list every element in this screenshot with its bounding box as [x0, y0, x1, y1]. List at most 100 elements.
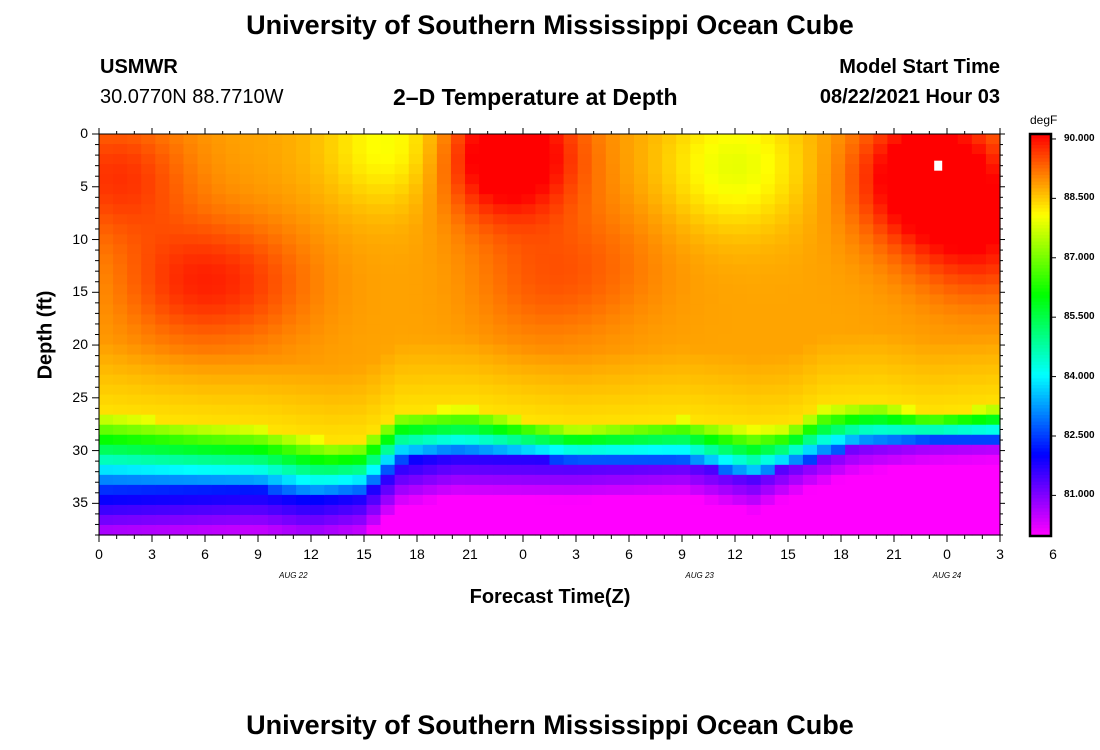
heatmap-cell [957, 384, 973, 396]
heatmap-cell [957, 294, 973, 306]
heatmap-cell [732, 434, 748, 446]
heatmap-cell [971, 264, 987, 275]
heatmap-cell [845, 234, 860, 245]
heatmap-cell [915, 304, 931, 316]
heatmap-cell [943, 284, 959, 296]
colorbar-swatch [1031, 365, 1050, 369]
heatmap-cell [493, 404, 508, 416]
heatmap-cell [774, 524, 790, 536]
heatmap-cell [901, 394, 917, 406]
heatmap-cell [929, 354, 945, 366]
heatmap-cell [169, 344, 185, 356]
heatmap-cell [957, 334, 973, 346]
heatmap-cell [211, 494, 227, 506]
heatmap-cell [225, 314, 241, 326]
heatmap-cell [408, 424, 424, 436]
heatmap-cell [465, 334, 480, 346]
heatmap-cell [422, 244, 438, 255]
heatmap-cell [816, 414, 832, 426]
heatmap-cell [915, 354, 931, 366]
heatmap-cell [662, 274, 677, 285]
heatmap-cell [929, 294, 945, 306]
heatmap-cell [619, 474, 635, 486]
heatmap-cell [619, 464, 635, 476]
heatmap-cell [774, 274, 790, 285]
heatmap-cell [253, 274, 269, 285]
heatmap-cell [521, 494, 537, 506]
heatmap-cell [465, 254, 480, 265]
heatmap-cell [901, 244, 917, 255]
heatmap-cell [704, 304, 720, 316]
heatmap-cell [563, 304, 579, 316]
heatmap-cell [408, 514, 424, 526]
heatmap-cell [788, 444, 804, 456]
heatmap-cell [591, 334, 607, 346]
heatmap-cell [338, 374, 354, 386]
heatmap-cell [633, 224, 649, 235]
heatmap-cell [985, 494, 1001, 506]
heatmap-cell [591, 154, 607, 165]
heatmap-cell [535, 234, 551, 245]
heatmap-cell [605, 204, 621, 215]
heatmap-cell [845, 524, 860, 536]
heatmap-cell [718, 474, 734, 486]
heatmap-cell [141, 504, 156, 516]
heatmap-cell [591, 514, 607, 526]
heatmap-cell [450, 274, 466, 285]
heatmap-cell [521, 144, 537, 155]
heatmap-cell [296, 414, 311, 426]
heatmap-cell [662, 184, 677, 195]
heatmap-cell [915, 384, 931, 396]
heatmap-cell [422, 164, 438, 175]
heatmap-cell [99, 234, 114, 245]
heatmap-cell [577, 264, 593, 275]
heatmap-cell [380, 304, 396, 316]
heatmap-cell [591, 394, 607, 406]
heatmap-cell [676, 474, 691, 486]
heatmap-cell [282, 474, 297, 486]
heatmap-cell [169, 264, 185, 275]
heatmap-cell [774, 384, 790, 396]
heatmap-cell [113, 294, 128, 306]
heatmap-cell [859, 454, 874, 466]
heatmap-cell [577, 404, 593, 416]
heatmap-cell [113, 214, 128, 225]
heatmap-cell [380, 154, 396, 165]
heatmap-cell [310, 404, 325, 416]
heatmap-cell [929, 494, 945, 506]
y-tick-label: 5 [80, 177, 88, 194]
heatmap-cell [971, 164, 987, 175]
heatmap-cell [408, 464, 424, 476]
heatmap-cell [521, 414, 537, 426]
heatmap-cell [774, 454, 790, 466]
heatmap-cell [155, 154, 170, 165]
heatmap-cell [366, 364, 382, 376]
heatmap-cell [408, 294, 424, 306]
heatmap-cell [887, 184, 903, 195]
heatmap-cell [816, 514, 832, 526]
heatmap-cell [605, 524, 621, 536]
heatmap-cell [408, 394, 424, 406]
heatmap-cell [436, 264, 452, 275]
heatmap-cell [127, 424, 142, 436]
heatmap-cell [422, 154, 438, 165]
heatmap-cell [549, 324, 565, 336]
heatmap-cell [591, 174, 607, 185]
heatmap-cell [760, 294, 776, 306]
heatmap-cell [746, 194, 762, 205]
heatmap-cell [422, 314, 438, 326]
heatmap-cell [380, 214, 396, 225]
heatmap-cell [746, 484, 762, 496]
heatmap-cell [746, 504, 762, 516]
heatmap-cell [563, 324, 579, 336]
heatmap-cell [887, 334, 903, 346]
heatmap-cell [915, 524, 931, 536]
heatmap-cell [380, 264, 396, 275]
heatmap-cell [887, 154, 903, 165]
heatmap-cell [380, 144, 396, 155]
heatmap-cell [282, 164, 297, 175]
heatmap-cell [563, 394, 579, 406]
heatmap-cell [310, 184, 325, 195]
heatmap-cell [831, 234, 846, 245]
heatmap-cell [155, 244, 170, 255]
